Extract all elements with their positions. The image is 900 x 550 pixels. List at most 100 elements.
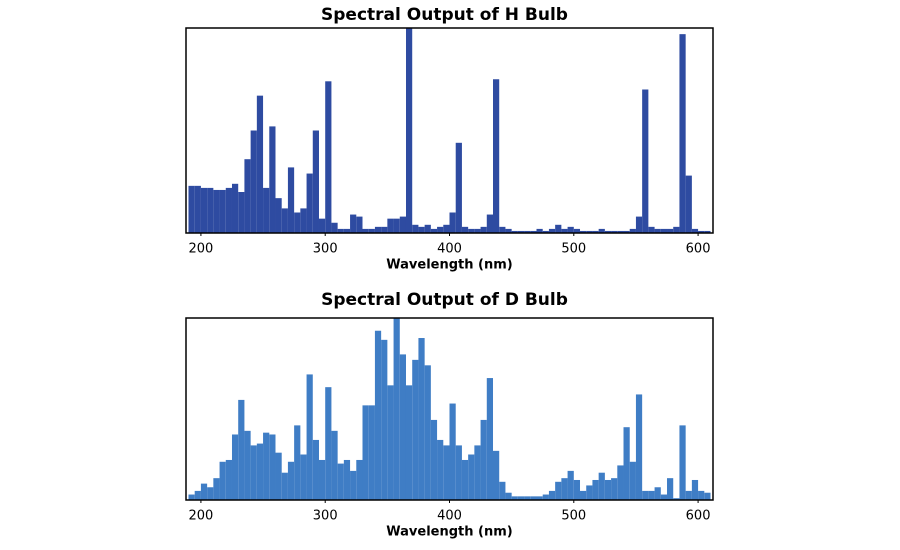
bar	[300, 454, 307, 500]
bar	[592, 479, 599, 500]
bar	[387, 218, 394, 233]
bar	[430, 228, 438, 233]
bar	[573, 479, 581, 500]
bar	[200, 483, 208, 500]
bar	[561, 478, 568, 500]
bar	[530, 230, 537, 233]
bar	[635, 394, 643, 500]
bar	[511, 230, 518, 233]
bar	[586, 485, 593, 500]
bar	[623, 230, 630, 233]
bar	[244, 430, 251, 500]
chart-title: Spectral Output of H Bulb	[321, 5, 568, 25]
bar	[660, 494, 668, 500]
x-tick-label: 600	[686, 242, 711, 257]
bar	[263, 432, 270, 500]
bar	[269, 434, 276, 500]
bar	[505, 228, 512, 233]
bar	[548, 228, 556, 233]
bar	[238, 399, 245, 500]
bar	[312, 130, 319, 233]
bar	[704, 230, 711, 233]
bar	[480, 419, 487, 500]
bar	[455, 445, 462, 500]
bar	[325, 81, 332, 233]
bar	[499, 226, 506, 233]
bar	[598, 228, 605, 233]
bar	[648, 490, 655, 500]
bar	[455, 142, 462, 233]
bar	[325, 387, 332, 500]
bar	[362, 228, 369, 233]
bar	[194, 185, 201, 233]
bar	[231, 434, 239, 500]
x-tick-label: 300	[313, 509, 338, 524]
bar	[548, 490, 556, 500]
bar	[399, 216, 406, 233]
bar	[679, 425, 686, 500]
bar	[281, 208, 288, 233]
x-tick-label: 400	[437, 242, 462, 257]
bar	[269, 126, 276, 233]
bar	[517, 496, 525, 500]
bar	[356, 216, 363, 233]
bar	[598, 472, 605, 500]
bar	[374, 330, 382, 500]
bar	[405, 385, 413, 500]
x-tick-label: 200	[189, 242, 214, 257]
bar	[437, 226, 444, 233]
bar	[312, 439, 319, 500]
bar	[604, 230, 612, 233]
bar	[505, 492, 512, 500]
bar	[219, 461, 226, 500]
bar	[474, 228, 481, 233]
bar	[362, 405, 369, 500]
bar	[231, 183, 239, 233]
bar	[586, 230, 593, 233]
bar	[194, 490, 201, 500]
bar	[517, 230, 525, 233]
bar	[660, 228, 668, 233]
bar	[461, 226, 469, 233]
bar	[418, 338, 425, 500]
bar	[449, 212, 456, 233]
bar	[263, 187, 270, 233]
bar	[281, 472, 288, 500]
x-axis-label: Wavelength (nm)	[386, 258, 512, 273]
bar	[461, 459, 469, 500]
bar	[567, 226, 574, 233]
bar	[368, 228, 375, 233]
bar	[468, 454, 475, 500]
bar	[524, 496, 531, 500]
bar	[493, 79, 500, 233]
bar	[331, 222, 338, 233]
bar	[188, 494, 195, 500]
x-tick-label: 600	[686, 509, 711, 524]
bar	[648, 226, 655, 233]
bar	[629, 228, 636, 233]
bar	[287, 167, 295, 233]
bar	[244, 159, 251, 233]
x-tick-label: 400	[437, 509, 462, 524]
bar	[623, 427, 630, 500]
bar	[698, 230, 705, 233]
bar	[256, 443, 264, 500]
bar	[207, 487, 214, 500]
bar	[654, 228, 661, 233]
bar	[499, 481, 506, 500]
bar	[654, 487, 661, 500]
bar	[306, 374, 313, 500]
bar	[480, 226, 487, 233]
bar	[424, 365, 431, 500]
bar	[393, 218, 400, 233]
bar	[256, 95, 264, 234]
bar	[430, 419, 438, 500]
bar	[486, 214, 494, 233]
bar	[213, 189, 220, 233]
bar	[604, 479, 612, 500]
bar	[580, 230, 587, 233]
x-axis-label: Wavelength (nm)	[386, 525, 512, 540]
bar	[424, 224, 431, 233]
bar	[617, 465, 624, 500]
